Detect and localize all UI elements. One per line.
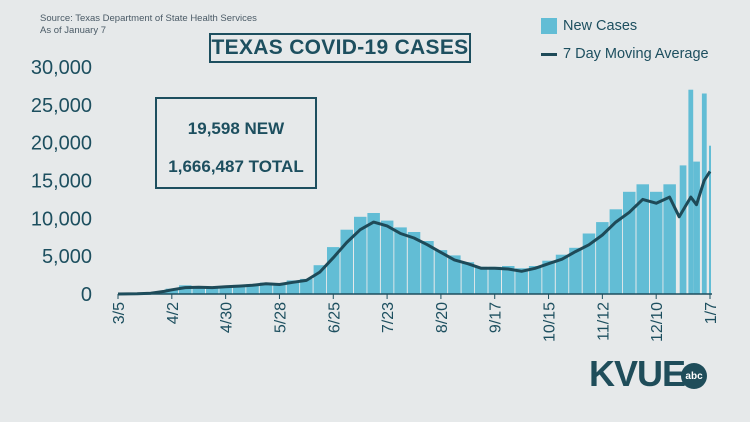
x-tick-label: 4/30 <box>219 302 236 333</box>
bar-new-cases <box>528 266 542 294</box>
bar-new-cases <box>394 227 407 294</box>
x-tick-label: 7/23 <box>380 302 397 333</box>
bar-new-cases <box>407 232 421 294</box>
y-tick-label: 25,000 <box>31 95 92 117</box>
legend-label-moving-average: 7 Day Moving Average <box>563 46 709 62</box>
source-line: Source: Texas Department of State Health… <box>40 13 257 24</box>
logo-text: KVUE <box>589 353 686 394</box>
abc-badge: abc <box>681 363 708 389</box>
bar-new-cases <box>488 266 501 294</box>
bar-new-cases <box>693 161 700 294</box>
bar-new-cases <box>679 165 687 294</box>
chart-title: TEXAS COVID-19 CASES <box>209 33 471 63</box>
legend-item-bars: New Cases <box>541 14 709 38</box>
bar-new-cases <box>555 254 569 294</box>
bar-new-cases <box>448 255 461 294</box>
bar-new-cases <box>515 268 528 294</box>
y-tick-label: 5,000 <box>42 246 92 268</box>
stats-box: 19,598 NEW 1,666,487 TOTAL <box>155 97 317 189</box>
bar-new-cases <box>380 220 394 294</box>
bar-new-cases <box>688 89 694 294</box>
bar-new-cases <box>582 233 596 294</box>
bar-new-cases <box>192 286 205 294</box>
bar-new-cases <box>663 184 676 294</box>
bar-new-cases <box>367 213 380 294</box>
bar-new-cases <box>461 262 475 294</box>
bar-new-cases <box>623 191 636 294</box>
bar-new-cases <box>701 93 707 294</box>
bar-new-cases <box>232 284 246 294</box>
y-tick-label: 30,000 <box>31 57 92 79</box>
x-tick-label: 10/15 <box>542 302 559 342</box>
bars-layer <box>131 89 711 294</box>
y-tick-label: 20,000 <box>31 133 92 155</box>
bar-new-cases <box>650 191 663 294</box>
bar-new-cases <box>709 145 711 294</box>
legend: New Cases 7 Day Moving Average <box>541 14 709 70</box>
bar-new-cases <box>219 286 232 294</box>
x-tick-label: 5/28 <box>272 302 289 333</box>
y-tick-label: 0 <box>81 284 92 306</box>
bar-new-cases <box>165 288 179 294</box>
x-tick-label: 12/10 <box>649 302 666 342</box>
axis-layer: 0 5,000 10,000 15,000 20,000 25,000 30,000 3/5 4… <box>31 57 720 342</box>
bar-new-cases <box>475 266 488 294</box>
bar-new-cases <box>596 222 609 294</box>
bar-new-cases <box>502 266 515 294</box>
x-tick-label: 6/25 <box>326 302 343 333</box>
x-tick-label: 8/20 <box>434 302 451 333</box>
x-tick-label: 3/5 <box>111 302 128 324</box>
bar-new-cases <box>300 278 313 294</box>
bar-new-cases <box>179 285 192 294</box>
bar-new-cases <box>354 216 367 294</box>
total-cases-stat: 1,666,487 TOTAL <box>168 157 304 176</box>
bar-new-cases <box>206 287 219 294</box>
legend-item-line: 7 Day Moving Average <box>541 42 709 66</box>
legend-label-new-cases: New Cases <box>563 18 638 34</box>
y-tick-label: 15,000 <box>31 171 92 193</box>
legend-swatch-line <box>541 52 557 56</box>
line-layer <box>117 170 712 296</box>
x-tick-label: 11/12 <box>595 302 612 341</box>
y-tick-label: 10,000 <box>31 208 92 230</box>
bar-new-cases <box>273 283 286 294</box>
bar-new-cases <box>327 247 340 294</box>
bar-new-cases <box>569 247 582 294</box>
bar-new-cases <box>636 184 649 294</box>
bar-new-cases <box>434 250 448 294</box>
bar-new-cases <box>421 241 434 294</box>
moving-average-line <box>117 170 712 296</box>
x-tick-label: 4/2 <box>165 302 182 324</box>
as-of-line: As of January 7 <box>40 25 107 36</box>
bar-new-cases <box>246 284 259 294</box>
station-logo: KVUE abc <box>589 353 708 395</box>
x-tick-label: 1/7 <box>703 302 720 324</box>
bar-new-cases <box>542 260 555 294</box>
bar-new-cases <box>259 282 273 294</box>
x-tick-label: 9/17 <box>488 302 505 333</box>
bar-new-cases <box>609 209 623 294</box>
new-cases-stat: 19,598 NEW <box>187 119 285 138</box>
legend-swatch-bars <box>541 18 557 34</box>
